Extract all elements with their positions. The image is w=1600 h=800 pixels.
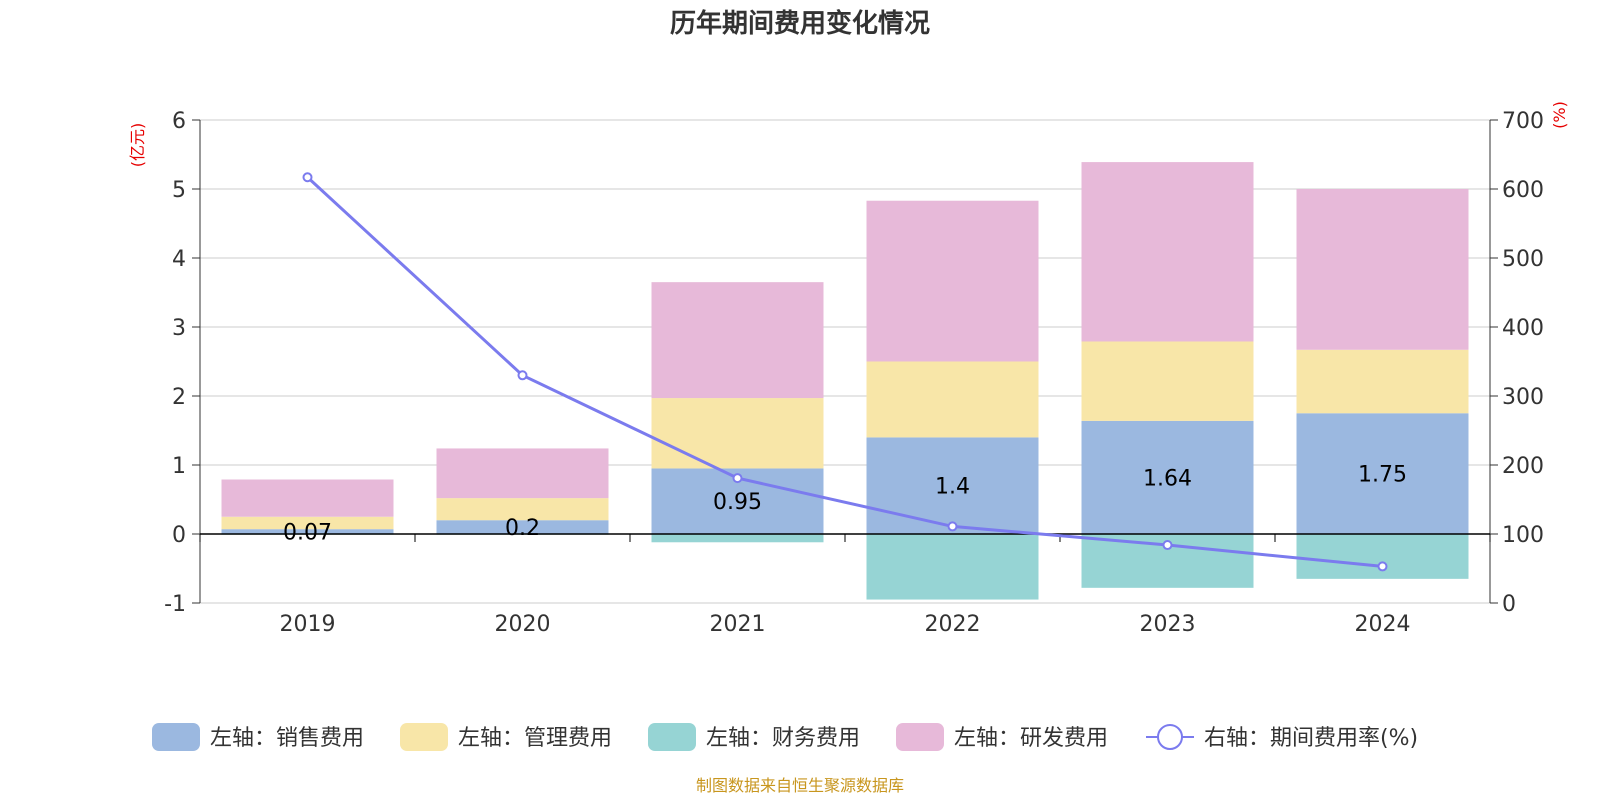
line-point — [732, 473, 743, 484]
bar-segment — [221, 479, 394, 517]
bar-segment — [866, 361, 1039, 438]
right-tick-label: 0 — [1502, 592, 1516, 617]
x-tick-label: 2024 — [1355, 612, 1411, 637]
legend-swatch — [896, 723, 944, 751]
left-tick-label: 5 — [172, 178, 186, 203]
right-tick-label: 600 — [1502, 178, 1544, 203]
rate-line — [302, 172, 1388, 572]
bar-segment — [866, 200, 1039, 362]
axes: -1 0 1 2 3 4 5 6 0 100 200 300 400 500 600 700 2019 2020 2… — [164, 109, 1544, 637]
left-tick-label: 3 — [172, 316, 186, 341]
x-tick-label: 2023 — [1140, 612, 1196, 637]
bar-segment — [651, 398, 824, 469]
bar-segment — [1081, 341, 1254, 421]
legend-label: 左轴：管理费用 — [458, 726, 612, 751]
bar-segment — [436, 448, 609, 499]
line-point — [1377, 561, 1388, 572]
legend-swatch — [152, 723, 200, 751]
bar-data-label: 0.95 — [713, 490, 762, 515]
bar-segment — [1081, 162, 1254, 342]
line-point — [1162, 540, 1173, 551]
legend-swatch — [400, 723, 448, 751]
bars — [221, 162, 1469, 600]
right-tick-label: 700 — [1502, 109, 1544, 134]
line-point — [517, 370, 528, 381]
bar-segment — [1296, 189, 1469, 350]
legend-label: 左轴：研发费用 — [954, 726, 1108, 751]
line-point — [302, 172, 313, 183]
bar-segment — [221, 516, 394, 530]
left-tick-label: 0 — [172, 523, 186, 548]
right-tick-label: 200 — [1502, 454, 1544, 479]
bar-segment — [866, 437, 1039, 534]
bar-segment — [651, 282, 824, 399]
legend-label: 右轴：期间费用率(%) — [1204, 726, 1418, 751]
legend-label: 左轴：销售费用 — [210, 726, 364, 751]
bar-segment — [866, 534, 1039, 600]
right-tick-label: 100 — [1502, 523, 1544, 548]
x-tick-label: 2021 — [710, 612, 766, 637]
bar-segment — [651, 534, 824, 543]
legend-swatch — [648, 723, 696, 751]
bar-data-label: 1.4 — [935, 475, 970, 500]
bar-segment — [1081, 420, 1254, 534]
left-tick-label: 2 — [172, 385, 186, 410]
bar-segment — [436, 520, 609, 534]
bar-segment — [1296, 413, 1469, 534]
legend-label: 左轴：财务费用 — [706, 726, 860, 751]
line-path — [306, 176, 1383, 568]
bar-data-label: 0.2 — [505, 516, 540, 541]
left-tick-label: -1 — [164, 592, 186, 617]
right-tick-label: 400 — [1502, 316, 1544, 341]
legend-marker — [1157, 724, 1183, 750]
x-tick-label: 2020 — [495, 612, 551, 637]
bar-data-label: 0.07 — [283, 521, 332, 546]
source-note: 制图数据来自恒生聚源数据库 — [696, 776, 904, 795]
bar-segment — [221, 529, 394, 534]
left-tick-label: 6 — [172, 109, 186, 134]
right-axis-unit: (%) — [1550, 101, 1569, 129]
line-point — [947, 521, 958, 532]
bar-segment — [1296, 349, 1469, 414]
x-tick-label: 2019 — [280, 612, 336, 637]
chart-title: 历年期间费用变化情况 — [670, 8, 930, 39]
right-tick-label: 300 — [1502, 385, 1544, 410]
bar-data-label: 1.64 — [1143, 466, 1192, 491]
legend: 左轴：销售费用 左轴：管理费用 左轴：财务费用 左轴：研发费用 右轴：期间费用率(%) — [152, 723, 1418, 751]
right-tick-label: 500 — [1502, 247, 1544, 272]
data-labels: 0.07 0.2 0.95 1.4 1.64 1.75 — [283, 463, 1407, 546]
bar-data-label: 1.75 — [1358, 463, 1407, 488]
left-tick-label: 4 — [172, 247, 186, 272]
left-tick-label: 1 — [172, 454, 186, 479]
bar-segment — [436, 498, 609, 521]
x-tick-label: 2022 — [925, 612, 981, 637]
bar-segment — [1296, 534, 1469, 579]
left-axis-unit: (亿元) — [128, 123, 147, 168]
